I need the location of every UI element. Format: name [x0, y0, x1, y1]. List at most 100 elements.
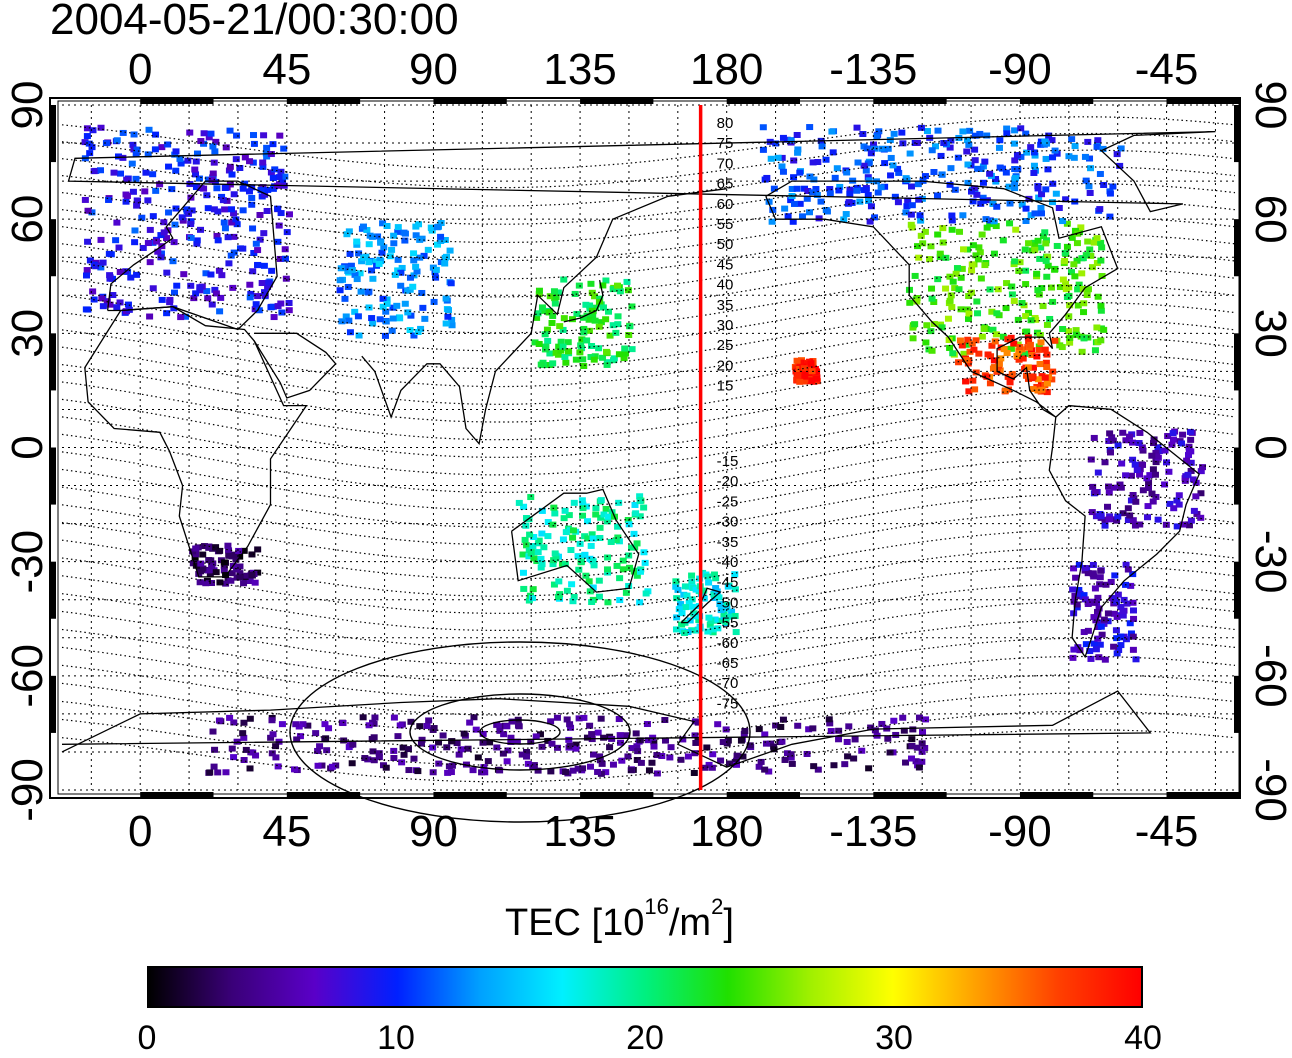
tec-cell: [460, 730, 468, 737]
tec-cell: [1018, 201, 1026, 208]
tec-cell: [636, 568, 644, 575]
tec-cell: [563, 587, 571, 594]
tec-cell: [878, 720, 886, 727]
contour-line: [61, 183, 1236, 244]
top-lon-label: -45: [1135, 45, 1199, 94]
tec-cell: [1091, 489, 1099, 496]
tec-cell: [1043, 364, 1051, 371]
tec-cell: [956, 337, 964, 344]
tec-cell: [1089, 561, 1097, 568]
tec-cell: [867, 724, 875, 731]
tec-cell: [267, 169, 275, 176]
tec-cell: [208, 301, 216, 308]
tec-cell: [197, 560, 205, 567]
tec-cell: [360, 254, 368, 261]
tec-cell: [814, 766, 822, 773]
tec-cell: [829, 149, 837, 156]
tec-cell: [1075, 586, 1083, 593]
tec-cell: [131, 227, 139, 234]
tec-cell: [1097, 567, 1105, 574]
frame-tick-bar: [50, 675, 56, 733]
tec-cell: [826, 720, 834, 727]
tec-cell: [648, 759, 656, 766]
tec-cell: [1113, 650, 1121, 657]
tec-cell: [375, 260, 383, 267]
tec-cell: [206, 570, 214, 577]
tec-cell: [971, 386, 979, 393]
tec-cell: [973, 191, 981, 198]
tec-cell: [1090, 239, 1098, 246]
tec-cell: [214, 769, 222, 776]
tec-cell: [604, 554, 612, 561]
tec-cell: [197, 568, 205, 575]
tec-cell: [561, 561, 569, 568]
tec-cell: [781, 756, 789, 763]
tec-cell: [1001, 387, 1009, 394]
tec-cell: [763, 174, 771, 181]
tec-region-australia: [515, 493, 652, 606]
tec-cell: [878, 145, 886, 152]
tec-cell: [1031, 152, 1039, 159]
tec-cell: [603, 361, 611, 368]
tec-cell: [822, 156, 830, 163]
tec-cell: [442, 320, 450, 327]
tec-cell: [263, 207, 271, 214]
tec-cell: [132, 151, 140, 158]
tec-cell: [444, 313, 452, 320]
tec-cell: [1129, 607, 1137, 614]
tec-cell: [269, 175, 277, 182]
tec-cell: [989, 200, 997, 207]
tec-cell: [1126, 620, 1134, 627]
tec-cell: [1075, 281, 1083, 288]
contour-label: -40: [717, 554, 739, 571]
tec-cell: [1002, 305, 1010, 312]
tec-cell: [536, 731, 544, 738]
tec-cell: [640, 504, 648, 511]
tec-cell: [414, 768, 422, 775]
tec-cell: [410, 272, 418, 279]
tec-cell: [915, 714, 923, 721]
tec-cell: [170, 289, 178, 296]
tec-cell: [921, 228, 929, 235]
tec-cell: [97, 236, 105, 243]
tec-cell: [192, 184, 200, 191]
tec-cell: [807, 360, 815, 367]
tec-cell: [152, 131, 160, 138]
tec-cell: [614, 313, 622, 320]
tec-cell: [1164, 433, 1172, 440]
tec-cell: [351, 271, 359, 278]
tec-cell: [548, 320, 556, 327]
tec-cell: [230, 210, 238, 217]
tec-cell: [862, 167, 870, 174]
tec-cell: [236, 164, 244, 171]
tec-cell: [1082, 641, 1090, 648]
tec-cell: [1144, 514, 1152, 521]
tec-cell: [957, 306, 965, 313]
bottom-lon-label: -90: [988, 807, 1052, 856]
tec-cell: [260, 230, 268, 237]
tec-cell: [946, 297, 954, 304]
tec-cell: [254, 546, 262, 553]
tec-cell: [588, 342, 596, 349]
tec-cell: [928, 285, 936, 292]
tec-cell: [1073, 257, 1081, 264]
tec-cell: [212, 138, 220, 145]
tec-cell: [144, 197, 152, 204]
left-lat-label: -90: [3, 758, 52, 822]
tec-cell: [356, 270, 364, 277]
tec-cell: [788, 185, 796, 192]
tec-cell: [761, 731, 769, 738]
tec-cell: [1101, 517, 1109, 524]
tec-cell: [339, 720, 347, 727]
tec-cell: [496, 723, 504, 730]
contour-line: [61, 547, 1236, 614]
tec-cell: [853, 187, 861, 194]
tec-cell: [1023, 328, 1031, 335]
tec-cell: [243, 572, 251, 579]
tec-cell: [1098, 272, 1106, 279]
tec-cell: [447, 769, 455, 776]
tec-cell: [430, 725, 438, 732]
tec-cell: [141, 188, 149, 195]
tec-cell: [599, 304, 607, 311]
tec-cell: [228, 745, 236, 752]
